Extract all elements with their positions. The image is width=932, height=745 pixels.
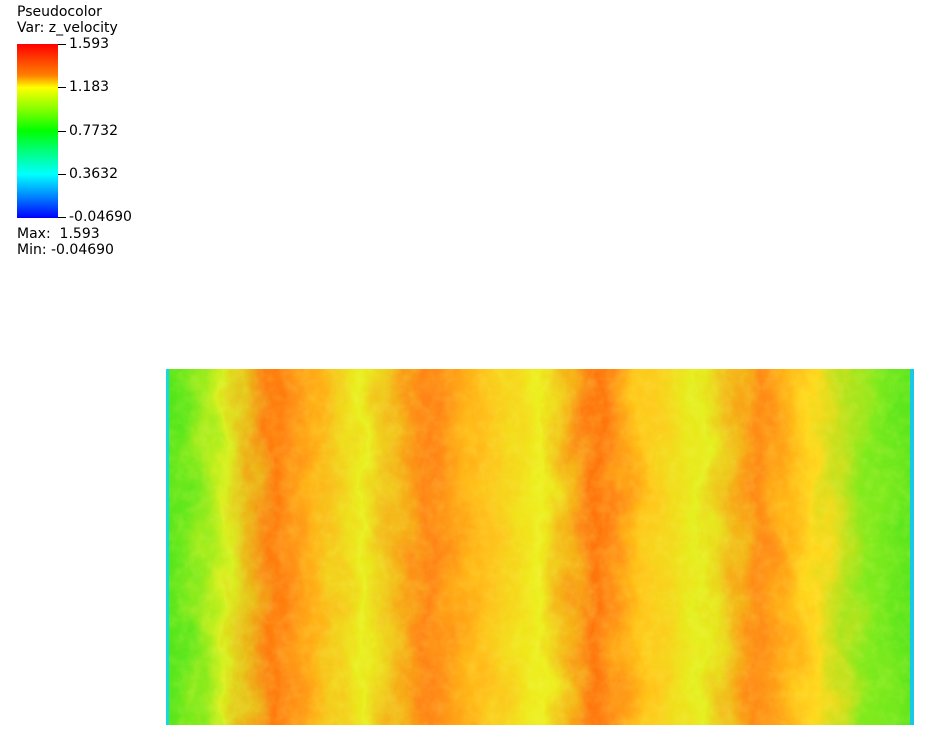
colorbar-tick [58,87,66,88]
colorbar-tick [58,174,66,175]
colorbar-tick-label: 1.593 [69,36,110,52]
colorbar-tick [58,44,66,45]
colorbar-tick-label: 1.183 [69,79,110,95]
pseudocolor-legend: Pseudocolor Var: z_velocity 1.593 1.183 … [0,0,160,270]
colorbar-tick-label: 0.3632 [69,166,118,182]
colorbar-tick [58,217,66,218]
colorbar-tick-label: 0.7732 [69,123,118,139]
colorbar-tick [58,131,66,132]
legend-title: Pseudocolor [17,4,102,20]
legend-variable-label: Var: z_velocity [17,20,118,36]
z-velocity-pseudocolor-plot [166,369,914,725]
pseudocolor-field [166,369,914,725]
legend-min-value: Min: -0.04690 [17,242,114,258]
colorbar-tick-label: -0.04690 [69,209,132,225]
legend-max-value: Max: 1.593 [17,226,100,242]
colorbar [17,44,58,218]
